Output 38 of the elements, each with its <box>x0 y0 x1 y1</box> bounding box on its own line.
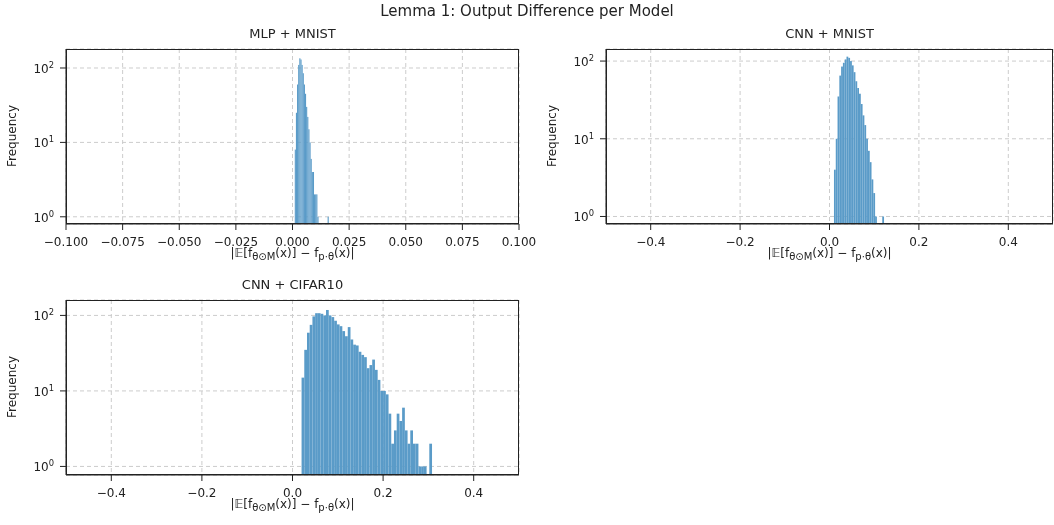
x-tick-label: 0.025 <box>331 235 367 249</box>
y-tick-label: 10$^{0}$ <box>33 458 54 475</box>
y-tick-label: 10$^{1}$ <box>33 134 54 151</box>
x-tick-label: 0.2 <box>373 486 393 500</box>
x-tick-label: −0.025 <box>213 235 259 249</box>
y-tick-label: 10$^{2}$ <box>573 53 594 70</box>
x-tick-label: 0.000 <box>275 235 310 249</box>
x-axis-title: |𝔼[f$_{θ⊙M}$(x)] − f$_{p·θ}$(x)| <box>230 497 355 514</box>
y-tick-label: 10$^{0}$ <box>573 208 594 225</box>
x-tick-label: −0.075 <box>100 235 145 249</box>
x-tick-label: 0.0 <box>282 486 303 500</box>
x-tick-label: 0.4 <box>998 235 1018 249</box>
x-axis-title: |𝔼[f$_{θ⊙M}$(x)] − f$_{p·θ}$(x)| <box>767 246 892 263</box>
x-tick-label: 0.2 <box>909 235 929 249</box>
x-tick-label: −0.2 <box>187 486 217 500</box>
chart-title: MLP + MNIST <box>248 26 337 41</box>
chart-title: CNN + MNIST <box>784 26 875 41</box>
chart-title: CNN + CIFAR10 <box>240 277 345 292</box>
y-tick-label: 10$^{1}$ <box>573 130 594 147</box>
x-tick-label: 0.100 <box>501 235 537 249</box>
x-tick-label: 0.075 <box>445 235 480 249</box>
x-tick-label: −0.050 <box>157 235 202 249</box>
x-tick-label: 0.0 <box>819 235 840 249</box>
y-axis-title: Frequency <box>5 354 19 420</box>
y-tick-label: 10$^{0}$ <box>33 208 54 225</box>
x-axis-title: |𝔼[f$_{θ⊙M}$(x)] − f$_{p·θ}$(x)| <box>230 246 355 263</box>
x-tick-label: −0.100 <box>43 235 89 249</box>
x-tick-label: −0.4 <box>636 235 666 249</box>
y-tick-label: 10$^{2}$ <box>33 307 54 324</box>
x-tick-label: 0.4 <box>464 486 484 500</box>
y-tick-label: 10$^{1}$ <box>33 382 54 399</box>
x-tick-label: 0.050 <box>388 235 423 249</box>
y-axis-title: Frequency <box>5 103 19 169</box>
x-tick-label: −0.4 <box>96 486 126 500</box>
text: Lemma 1: Output Difference per Model <box>379 2 675 20</box>
x-tick-label: −0.2 <box>725 235 755 249</box>
y-axis-title: Frequency <box>545 103 559 169</box>
y-tick-label: 10$^{2}$ <box>33 59 54 76</box>
